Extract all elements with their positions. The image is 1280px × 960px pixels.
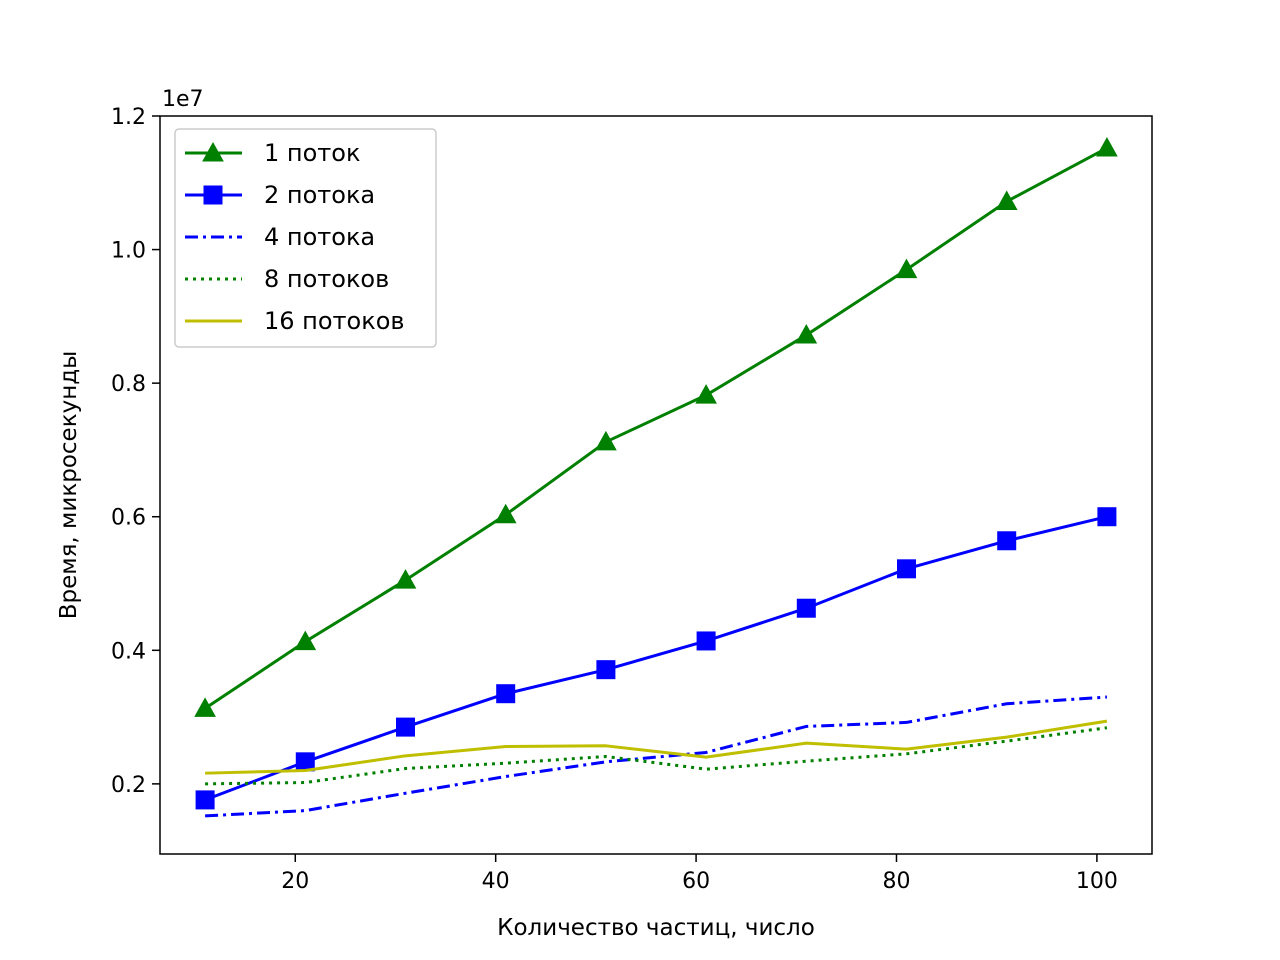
x-tick-label: 60 <box>682 869 710 894</box>
data-point <box>596 660 616 680</box>
data-point <box>897 559 917 579</box>
y-tick-label: 0.6 <box>111 506 146 531</box>
series-2 <box>195 507 1117 810</box>
legend-item: 1 поток <box>185 139 360 167</box>
data-point <box>997 531 1017 551</box>
data-point <box>696 631 716 651</box>
data-point <box>695 384 717 404</box>
series-5 <box>205 719 1108 775</box>
data-point <box>494 503 517 524</box>
data-point <box>394 569 417 589</box>
x-tick-label: 20 <box>281 869 309 894</box>
data-point <box>496 684 516 704</box>
data-point <box>195 790 215 810</box>
data-point <box>395 717 415 737</box>
series-line <box>205 719 1108 775</box>
series-line <box>205 695 1108 818</box>
legend-item: 8 потоков <box>185 265 389 293</box>
data-point <box>1096 137 1118 157</box>
y-axis-label: Время, микросекунды <box>56 351 82 620</box>
legend-box <box>174 128 437 348</box>
data-point <box>595 430 617 451</box>
plot-frame <box>159 115 1153 855</box>
data-point <box>1097 507 1117 527</box>
y-tick-label: 0.4 <box>111 639 146 664</box>
x-axis-label: Количество частиц, число <box>497 915 815 941</box>
legend-marker <box>202 141 224 162</box>
y-tick-label: 1.2 <box>111 105 146 130</box>
legend-label: 8 потоков <box>264 265 389 293</box>
legend: 1 поток 2 потока 4 потока 8 потоков 16 поток… <box>174 128 437 348</box>
legend-item: 16 потоков <box>185 307 405 335</box>
x-tick-label: 100 <box>1076 869 1118 894</box>
legend-label: 1 поток <box>264 139 360 167</box>
data-point <box>995 190 1018 210</box>
data-point <box>294 630 317 651</box>
x-tick-label: 40 <box>482 869 510 894</box>
legend-item: 2 потока <box>185 181 375 209</box>
y-tick-label: 0.8 <box>111 372 146 397</box>
y-tick-label: 1.0 <box>111 239 146 264</box>
y-tick-label: 0.2 <box>111 773 146 798</box>
series-1 <box>194 137 1118 717</box>
legend-label: 16 потоков <box>264 307 405 335</box>
series-line <box>205 726 1108 786</box>
series-4 <box>205 726 1108 786</box>
data-point <box>194 697 216 717</box>
series-line <box>204 515 1108 802</box>
y-offset-label: 1e7 <box>162 87 204 112</box>
x-tick-label: 80 <box>882 869 910 894</box>
legend-marker <box>203 185 223 205</box>
legend-label: 4 потока <box>264 223 375 251</box>
y-axis: 0.2 0.4 0.6 0.8 1.0 1.2 <box>111 105 160 798</box>
legend-label: 2 потока <box>264 181 375 209</box>
legend-item: 4 потока <box>185 223 375 251</box>
data-point <box>895 258 918 279</box>
series-line <box>204 146 1108 710</box>
series-3 <box>205 695 1108 818</box>
series-layer <box>194 137 1118 818</box>
x-axis: 20 40 60 80 100 <box>281 854 1118 894</box>
data-point <box>796 598 816 618</box>
data-point <box>795 324 818 344</box>
